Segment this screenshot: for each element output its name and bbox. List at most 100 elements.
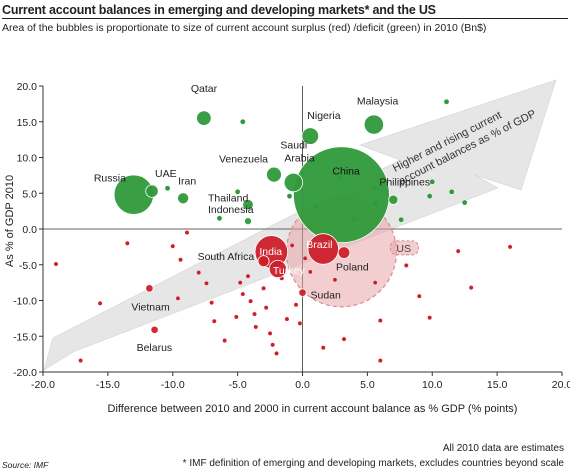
x-tick-label: -15.0 <box>96 379 120 391</box>
bubble-malaysia <box>363 114 384 135</box>
bubble-surplus-small <box>429 179 436 185</box>
definition-footnote: * IMF definition of emerging and develop… <box>182 458 564 469</box>
bubble-sudan <box>298 288 307 297</box>
bubble-label-iran: Iran <box>178 175 196 187</box>
bubble-label-vietnam: Vietnam <box>131 301 170 313</box>
bubble-south-africa <box>257 255 270 268</box>
bubble-deficit-small <box>240 291 246 297</box>
bubble-surplus-small <box>164 185 171 192</box>
bubble-label-turkey: Turkey <box>273 265 305 277</box>
bubble-qatar <box>196 110 212 126</box>
x-tick-label: -10.0 <box>161 379 185 391</box>
bubble-deficit-small <box>427 315 433 321</box>
bubble-surplus-small <box>240 118 246 125</box>
y-tick-label: -15.0 <box>13 331 37 343</box>
x-tick-label: 10.0 <box>422 379 443 391</box>
bubble-deficit-small <box>209 300 215 306</box>
chart-axes: -20.0 -15.0 -10.0 -5.0 0.0 5.0 10.0 15.0 20.0 20.… <box>4 81 570 415</box>
bubble-deficit-small <box>204 280 209 286</box>
bubble-deficit-small <box>175 295 181 301</box>
bubble-deficit-small <box>196 270 202 276</box>
bubble-surplus-small <box>443 98 450 105</box>
bubble-deficit-small <box>184 230 190 235</box>
bubble-surplus-small <box>448 189 455 195</box>
bubble-uae <box>145 184 159 198</box>
x-axis-title: Difference between 2010 and 2000 in curr… <box>108 403 518 415</box>
bubble-label-indonesia: Indonesia <box>208 204 254 216</box>
bubble-label-uae: UAE <box>155 168 177 180</box>
bubble-label-sudan: Sudan <box>311 290 342 302</box>
bubble-label-russia: Russia <box>94 173 126 185</box>
bubble-deficit-small <box>263 305 269 311</box>
bubble-brazil <box>307 233 339 265</box>
source-note: Source: IMF <box>2 460 49 470</box>
x-tick-label: 15.0 <box>487 379 508 391</box>
title-rule <box>2 18 568 19</box>
x-tick-label: -5.0 <box>229 379 247 391</box>
bubble-indonesia <box>244 217 252 226</box>
bubble-deficit-small <box>274 351 279 356</box>
bubble-thailand <box>242 198 254 211</box>
bubble-belarus <box>150 325 159 334</box>
bubble-deficit-small <box>341 336 347 342</box>
bubble-surplus-small <box>286 193 293 199</box>
y-tick-label: 15.0 <box>17 117 38 129</box>
bubble-deficit-small <box>170 243 176 249</box>
bubble-deficit-small <box>237 280 243 286</box>
bubbles <box>53 98 513 363</box>
bubble-label-saudi-arabia: Saudi <box>280 140 307 152</box>
bubble-deficit-small <box>267 330 273 336</box>
bubble-label-nigeria: Nigeria <box>307 110 340 122</box>
y-tick-label: -20.0 <box>13 367 37 379</box>
chart-subtitle: Area of the bubbles is proportionate to … <box>2 22 487 34</box>
bubble-deficit-small <box>507 244 513 250</box>
bubble-deficit-small <box>377 358 383 363</box>
bubble-label-qatar: Qatar <box>191 83 218 95</box>
bubble-surplus-small <box>216 215 223 222</box>
bubble-surplus-small <box>461 199 468 206</box>
x-tick-label: 0.0 <box>295 379 310 391</box>
bubble-label-brazil: Brazil <box>306 239 332 251</box>
bubble-surplus-small <box>426 193 433 199</box>
bubble-deficit-small <box>53 261 59 267</box>
us-label-tag <box>389 240 419 256</box>
bubble-venezuela <box>266 166 282 183</box>
bubble-deficit-small <box>222 338 228 343</box>
bubble-nigeria <box>301 127 320 145</box>
bubble-deficit-small <box>248 298 254 304</box>
bubble-deficit-small <box>233 314 239 320</box>
bubble-deficit-small <box>211 318 217 324</box>
y-tick-label: -5.0 <box>19 260 37 272</box>
bubble-label-thailand: Thailand <box>208 193 248 205</box>
bubble-deficit-small <box>124 240 130 246</box>
bubble-deficit-small <box>284 316 290 322</box>
bubble-label-china: China <box>332 166 360 178</box>
estimates-note: All 2010 data are estimates <box>442 443 564 454</box>
bubble-deficit-small <box>455 248 461 254</box>
bubble-deficit-small <box>468 285 474 291</box>
bubble-deficit-small <box>245 273 251 279</box>
bubble-deficit-small <box>307 269 313 275</box>
bubble-deficit-small <box>289 243 295 248</box>
bubble-deficit-small <box>178 257 183 263</box>
bubble-surplus-small <box>398 216 404 223</box>
bubble-deficit-small <box>320 345 326 351</box>
bubble-deficit-small <box>293 302 299 308</box>
y-tick-label: -10.0 <box>13 296 37 308</box>
bubble-label-saudi-arabia: Arabia <box>284 153 315 165</box>
bubble-label-venezuela: Venezuela <box>219 154 268 166</box>
bubble-deficit-small <box>297 320 303 326</box>
y-axis-title: As % of GDP 2010 <box>4 175 16 267</box>
bubble-label-india: India <box>259 246 282 258</box>
bubble-label-poland: Poland <box>336 262 369 274</box>
bubble-china <box>293 146 390 244</box>
bubble-deficit-small <box>270 342 276 348</box>
bubble-vietnam <box>145 284 154 293</box>
y-tick-label: 20.0 <box>17 81 38 93</box>
bubble-poland <box>337 246 351 259</box>
bubble-turkey <box>268 259 287 279</box>
bubble-deficit-small <box>78 358 84 363</box>
bubble-saudi-arabia <box>283 172 304 193</box>
